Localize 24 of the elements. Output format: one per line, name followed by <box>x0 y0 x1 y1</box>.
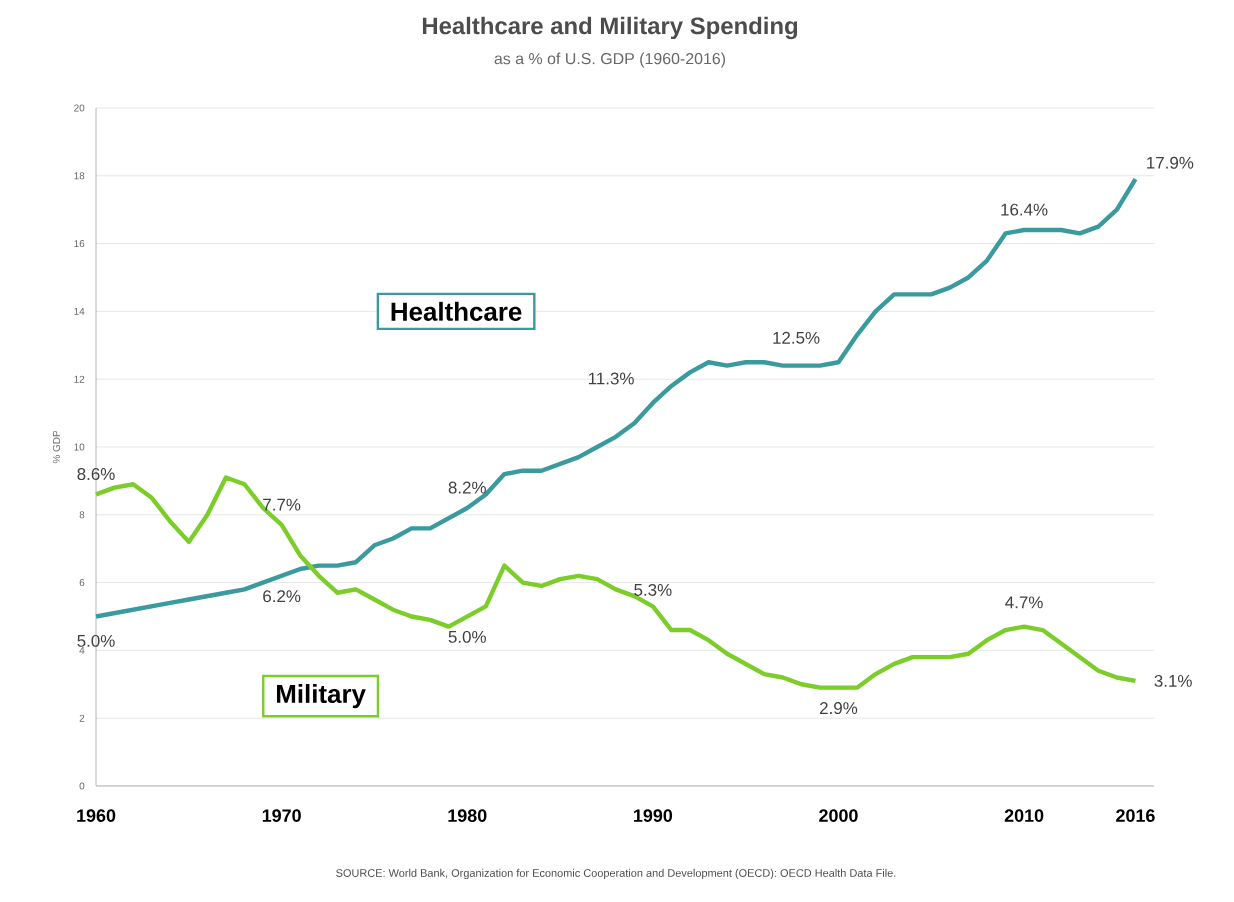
x-tick-label: 1980 <box>448 809 487 822</box>
annotation: 5.0% <box>77 634 115 647</box>
annotation: 5.3% <box>634 583 672 596</box>
annotation: 12.5% <box>773 331 820 344</box>
annotation: 8.6% <box>77 468 115 481</box>
annotation: 5.0% <box>448 630 486 643</box>
annotation: 8.2% <box>448 481 486 494</box>
x-tick-label: 2010 <box>1004 809 1044 822</box>
annotation: 17.9% <box>1147 156 1194 169</box>
annotation: 16.4% <box>1001 203 1048 216</box>
x-tick-label: 1960 <box>77 809 116 822</box>
x-tick-label: 2000 <box>819 809 858 822</box>
text: Healthcare <box>391 301 522 321</box>
text: Military <box>276 684 366 709</box>
x-tick-label: 1990 <box>634 809 673 822</box>
annotation: 2.9% <box>820 702 858 715</box>
annotation: 3.1% <box>1154 674 1192 687</box>
annotation: 7.7% <box>263 498 301 511</box>
annotation: 6.2% <box>263 590 301 603</box>
x-tick-label: 1970 <box>262 809 301 822</box>
x-tick-label: 2016 <box>1116 809 1155 822</box>
chart-title: Healthcare and Military Spending <box>422 16 798 40</box>
annotation: 4.7% <box>1005 596 1043 609</box>
annotation: 11.3% <box>588 372 634 385</box>
